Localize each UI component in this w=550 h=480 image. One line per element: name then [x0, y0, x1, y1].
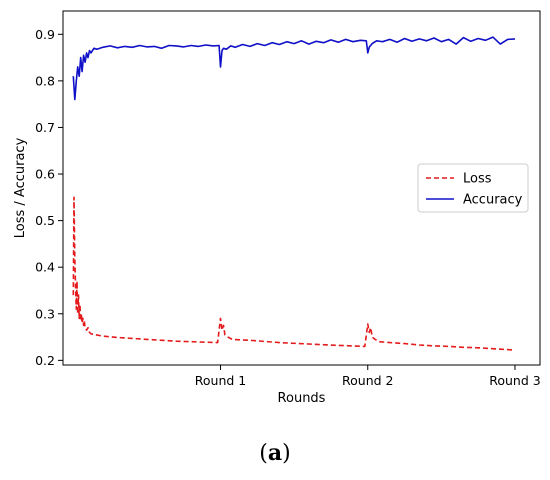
legend-label-accuracy: Accuracy — [463, 193, 523, 208]
series-loss-line — [72, 196, 516, 351]
x-axis-ticks: Round 1 Round 2 Round 3 — [195, 365, 541, 388]
caption-close: ) — [282, 441, 291, 466]
plot-area — [62, 10, 541, 366]
figure-caption: (a) — [0, 440, 550, 466]
series-lines — [72, 36, 516, 351]
y-tick-label: 0.3 — [35, 306, 55, 321]
caption-open: ( — [259, 441, 268, 466]
x-tick-label: Round 2 — [342, 373, 393, 388]
y-tick-label: 0.2 — [35, 353, 55, 368]
series-accuracy-line — [72, 36, 516, 101]
x-tick-label: Round 3 — [489, 373, 540, 388]
x-axis-label: Rounds — [278, 391, 326, 406]
legend-label-loss: Loss — [463, 172, 492, 187]
y-tick-label: 0.5 — [35, 213, 55, 228]
caption-letter: a — [267, 440, 283, 466]
legend-box — [417, 163, 529, 213]
plot-frame — [62, 10, 541, 366]
y-tick-label: 0.8 — [35, 73, 55, 88]
y-tick-label: 0.6 — [35, 167, 55, 182]
chart: Round 1 Round 2 Round 3 0.2 0.3 0.4 0.5 0.6 0.7… — [13, 10, 541, 406]
y-tick-label: 0.7 — [35, 120, 55, 135]
y-axis-ticks: 0.2 0.3 0.4 0.5 0.6 0.7 0.8 0.9 — [35, 27, 63, 368]
y-tick-label: 0.4 — [35, 260, 55, 275]
legend: Loss Accuracy — [417, 163, 529, 213]
x-tick-label: Round 1 — [195, 373, 246, 388]
y-axis-label: Loss / Accuracy — [13, 137, 28, 238]
y-tick-label: 0.9 — [35, 27, 55, 42]
